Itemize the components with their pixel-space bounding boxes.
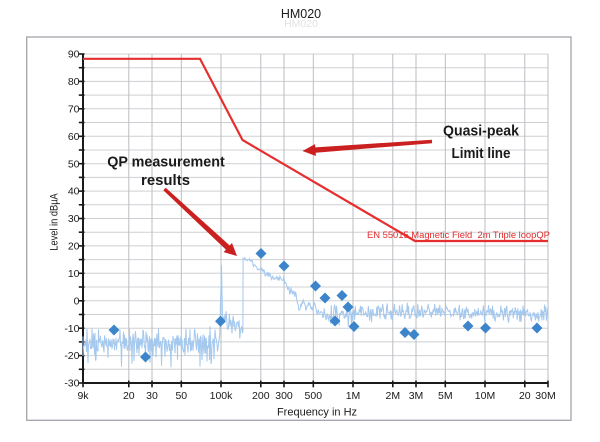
svg-text:40: 40 (68, 186, 80, 198)
svg-text:2M: 2M (386, 390, 401, 402)
svg-text:3M: 3M (409, 390, 424, 402)
svg-text:9k: 9k (77, 390, 89, 402)
svg-text:5M: 5M (438, 390, 453, 402)
svg-text:Frequency in Hz: Frequency in Hz (277, 407, 357, 419)
svg-text:results: results (141, 173, 190, 189)
svg-text:QP measurement: QP measurement (107, 154, 225, 170)
svg-text:50: 50 (175, 390, 187, 402)
svg-text:EN 55015 Magnetic Field 2m Tr: EN 55015 Magnetic Field 2m Triple loopQP (367, 229, 550, 240)
svg-text:10: 10 (68, 268, 80, 280)
svg-text:500: 500 (305, 390, 323, 402)
svg-text:90: 90 (68, 49, 80, 61)
svg-text:Limit line: Limit line (452, 146, 511, 162)
svg-text:-30: -30 (64, 378, 79, 390)
svg-text:HM020: HM020 (284, 18, 318, 30)
svg-text:Quasi-peak: Quasi-peak (443, 124, 520, 140)
svg-text:30M: 30M (535, 390, 555, 402)
svg-text:80: 80 (68, 76, 80, 88)
svg-text:1M: 1M (346, 390, 361, 402)
svg-text:10M: 10M (475, 390, 495, 402)
svg-text:20: 20 (519, 390, 531, 402)
svg-text:-10: -10 (64, 323, 79, 335)
svg-text:30: 30 (146, 390, 158, 402)
svg-text:Level in dBµA: Level in dBµA (49, 193, 61, 251)
svg-text:60: 60 (68, 131, 80, 143)
svg-text:50: 50 (68, 158, 80, 170)
svg-text:200: 200 (252, 390, 270, 402)
svg-text:30: 30 (68, 213, 80, 225)
svg-text:-20: -20 (64, 350, 79, 362)
svg-text:300: 300 (275, 390, 293, 402)
svg-text:HM020: HM020 (281, 7, 321, 21)
svg-text:100k: 100k (210, 390, 234, 402)
svg-text:0: 0 (74, 295, 80, 307)
svg-text:70: 70 (68, 103, 80, 115)
svg-text:20: 20 (123, 390, 135, 402)
svg-text:20: 20 (68, 241, 80, 253)
